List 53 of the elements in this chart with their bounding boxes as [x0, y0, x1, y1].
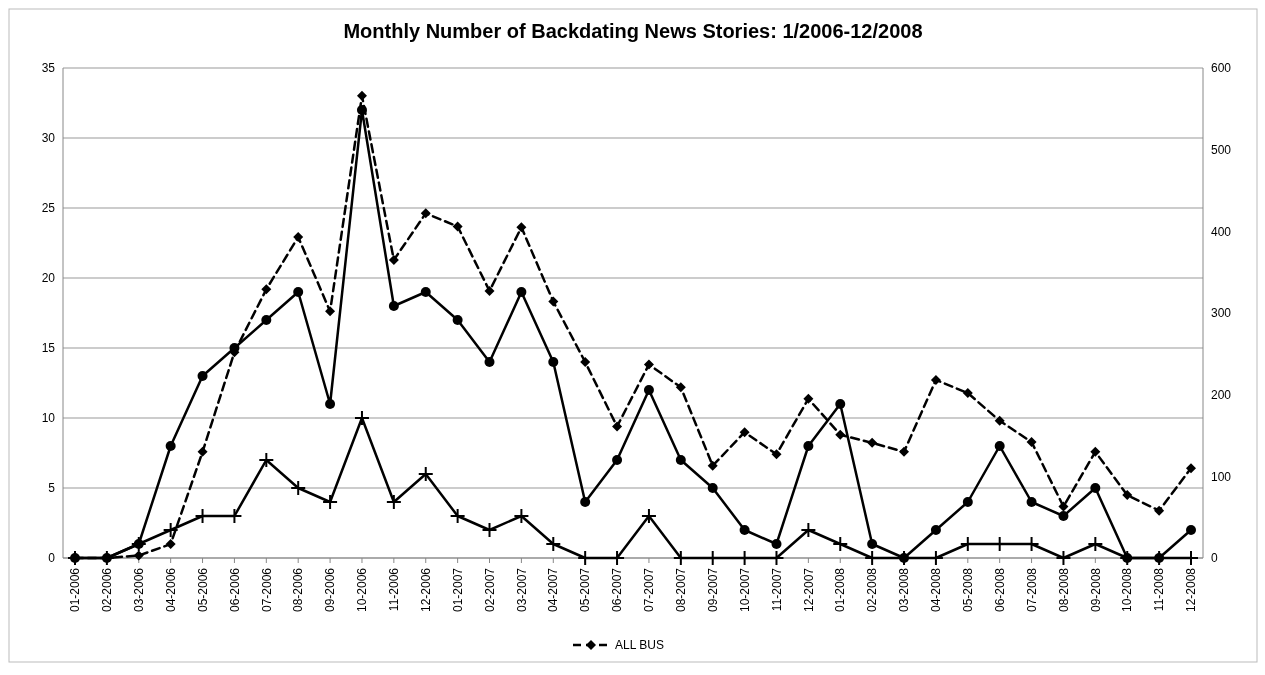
x-tick-label: 03-2007 — [514, 567, 529, 613]
x-tick-label: 10-2007 — [737, 567, 752, 613]
y2-tick-label: 400 — [1211, 224, 1232, 239]
x-tick-label: 07-2006 — [259, 567, 274, 613]
y-tick-label: 25 — [41, 201, 56, 216]
y-tick-label: 30 — [41, 131, 56, 146]
x-tick-label: 08-2006 — [291, 567, 306, 613]
x-tick-label: 09-2008 — [1088, 567, 1103, 613]
x-tick-label: 11-2008 — [1152, 567, 1167, 612]
x-tick-label: 04-2007 — [546, 567, 561, 613]
x-tick-label: 10-2006 — [355, 567, 370, 613]
x-tick-label: 05-2006 — [195, 567, 210, 613]
x-tick-label: 01-2007 — [450, 567, 465, 613]
x-tick-label: 07-2007 — [642, 567, 657, 613]
x-tick-label: 06-2008 — [992, 567, 1007, 613]
x-tick-label: 10-2008 — [1120, 567, 1135, 613]
y2-tick-label: 200 — [1211, 387, 1232, 402]
x-tick-label: 04-2006 — [163, 567, 178, 613]
x-tick-label: 05-2008 — [961, 567, 975, 613]
y-tick-label: 0 — [48, 551, 56, 566]
x-tick-label: 06-2006 — [227, 567, 242, 613]
y2-tick-label: 100 — [1211, 469, 1232, 484]
chart-title: Monthly Number of Backdating News Stories: 1/2006-12/2008 — [343, 20, 923, 42]
x-tick-label: 01-2006 — [68, 567, 83, 613]
y2-tick-label: 600 — [1211, 61, 1232, 76]
x-tick-label: 03-2006 — [131, 567, 146, 613]
x-tick-label: 02-2006 — [100, 567, 115, 613]
y2-tick-label: 0 — [1211, 551, 1218, 566]
x-tick-label: 02-2007 — [482, 567, 497, 613]
x-tick-label: 12-2006 — [418, 567, 433, 613]
x-tick-label: 12-2007 — [801, 567, 816, 613]
x-tick-label: 08-2007 — [674, 567, 689, 613]
x-tick-label: 12-2008 — [1184, 567, 1199, 613]
x-tick-label: 03-2008 — [897, 567, 912, 613]
y2-tick-label: 500 — [1211, 142, 1232, 157]
y-tick-label: 5 — [48, 481, 56, 496]
x-tick-label: 09-2007 — [705, 567, 720, 613]
x-tick-label: 11-2007 — [769, 567, 784, 612]
y-tick-label: 20 — [41, 271, 56, 286]
y-tick-label: 15 — [41, 341, 56, 356]
x-tick-label: 06-2007 — [610, 567, 625, 613]
x-tick-label: 11-2006 — [387, 567, 402, 612]
y-tick-label: 35 — [41, 61, 56, 76]
y-tick-label: 10 — [41, 411, 56, 426]
y2-tick-label: 300 — [1211, 306, 1232, 321]
x-tick-label: 02-2008 — [865, 567, 880, 613]
x-tick-label: 05-2007 — [578, 567, 593, 613]
x-tick-label: 08-2008 — [1056, 567, 1071, 613]
legend-label: ALL BUS — [615, 638, 664, 653]
x-tick-label: 09-2006 — [323, 567, 338, 613]
x-tick-label: 04-2008 — [929, 567, 944, 613]
x-tick-label: 07-2008 — [1024, 567, 1039, 613]
x-tick-label: 01-2008 — [833, 567, 848, 613]
